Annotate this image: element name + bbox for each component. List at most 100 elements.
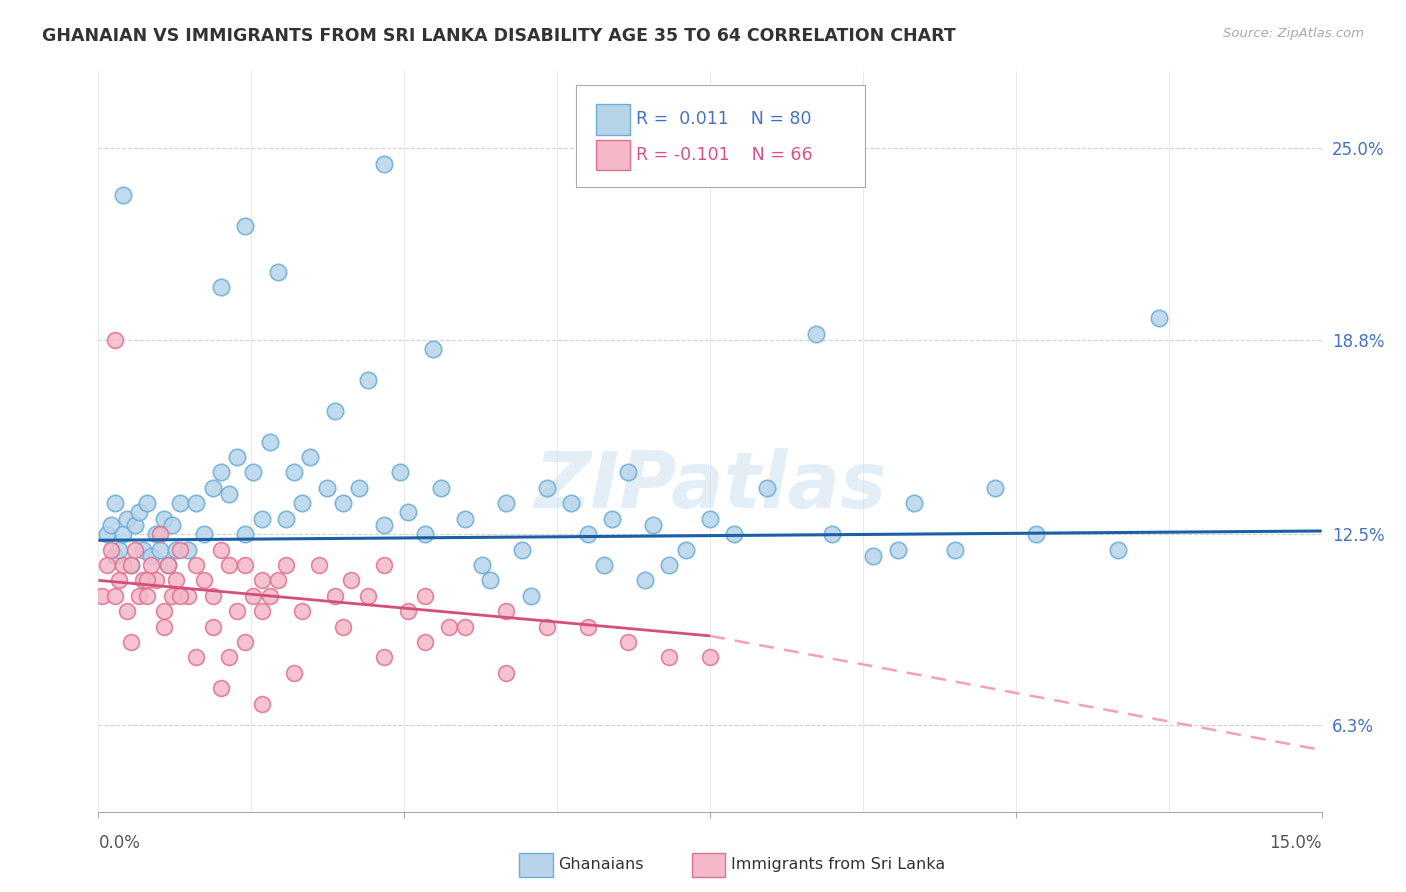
Point [141, 558, 163, 572]
Point [218, 487, 240, 501]
Point [576, 619, 599, 633]
Point [373, 558, 395, 572]
Point [111, 527, 134, 541]
Point [100, 542, 122, 557]
Point [430, 481, 453, 495]
Point [186, 496, 208, 510]
Point [169, 496, 191, 510]
Point [617, 466, 640, 480]
Point [120, 558, 142, 572]
Point [91, 589, 114, 603]
Point [149, 542, 172, 557]
Point [495, 496, 517, 510]
Point [283, 665, 305, 680]
Point [723, 527, 745, 541]
Point [299, 450, 322, 464]
Point [560, 496, 582, 510]
Point [495, 604, 517, 618]
Point [396, 506, 419, 520]
Point [100, 517, 122, 532]
Point [291, 604, 314, 618]
Point [267, 574, 290, 588]
Point [149, 527, 172, 541]
Point [699, 511, 721, 525]
Point [124, 542, 146, 557]
Point [373, 650, 395, 665]
Text: R = -0.101    N = 66: R = -0.101 N = 66 [636, 146, 813, 164]
Point [259, 434, 281, 449]
Point [177, 542, 200, 557]
Point [226, 450, 249, 464]
Text: Immigrants from Sri Lanka: Immigrants from Sri Lanka [731, 857, 945, 871]
Point [124, 517, 146, 532]
Text: 0.0%: 0.0% [98, 834, 141, 852]
Point [120, 635, 142, 649]
Point [903, 496, 925, 510]
Point [132, 574, 155, 588]
Point [96, 527, 118, 541]
Point [250, 574, 273, 588]
Point [104, 496, 127, 510]
Point [209, 681, 232, 696]
Point [218, 650, 240, 665]
Point [111, 187, 134, 202]
Text: Source: ZipAtlas.com: Source: ZipAtlas.com [1223, 27, 1364, 40]
Point [201, 589, 224, 603]
Point [201, 481, 224, 495]
Point [128, 506, 150, 520]
Point [454, 511, 477, 525]
Point [471, 558, 494, 572]
Point [250, 697, 273, 711]
Point [413, 589, 436, 603]
Point [156, 558, 179, 572]
Point [169, 542, 191, 557]
Point [283, 466, 305, 480]
Point [332, 619, 354, 633]
Point [136, 574, 159, 588]
Point [641, 517, 664, 532]
Point [96, 558, 118, 572]
Point [250, 604, 273, 618]
Point [658, 650, 681, 665]
Point [495, 665, 517, 680]
Point [536, 619, 558, 633]
Text: Ghanaians: Ghanaians [558, 857, 644, 871]
Point [233, 635, 256, 649]
Point [209, 466, 232, 480]
Point [396, 604, 419, 618]
Point [422, 342, 444, 356]
Point [323, 589, 346, 603]
Point [943, 542, 966, 557]
Point [323, 403, 346, 417]
Point [373, 517, 395, 532]
Point [209, 280, 232, 294]
Point [699, 650, 721, 665]
Point [233, 527, 256, 541]
Point [160, 589, 183, 603]
Point [115, 511, 138, 525]
Point [862, 549, 884, 563]
Point [512, 542, 534, 557]
Point [152, 511, 174, 525]
Point [104, 549, 127, 563]
Point [634, 574, 657, 588]
Point [389, 466, 412, 480]
Text: 15.0%: 15.0% [1270, 834, 1322, 852]
Point [132, 542, 155, 557]
Point [169, 589, 191, 603]
Point [108, 574, 131, 588]
Point [886, 542, 908, 557]
Point [193, 574, 215, 588]
Point [104, 333, 127, 347]
Point [156, 558, 179, 572]
Point [413, 527, 436, 541]
Point [600, 511, 623, 525]
Point [136, 589, 159, 603]
Point [356, 373, 378, 387]
Point [593, 558, 616, 572]
Point [242, 466, 264, 480]
Point [437, 619, 460, 633]
Point [1107, 542, 1129, 557]
Point [186, 558, 208, 572]
Point [756, 481, 779, 495]
